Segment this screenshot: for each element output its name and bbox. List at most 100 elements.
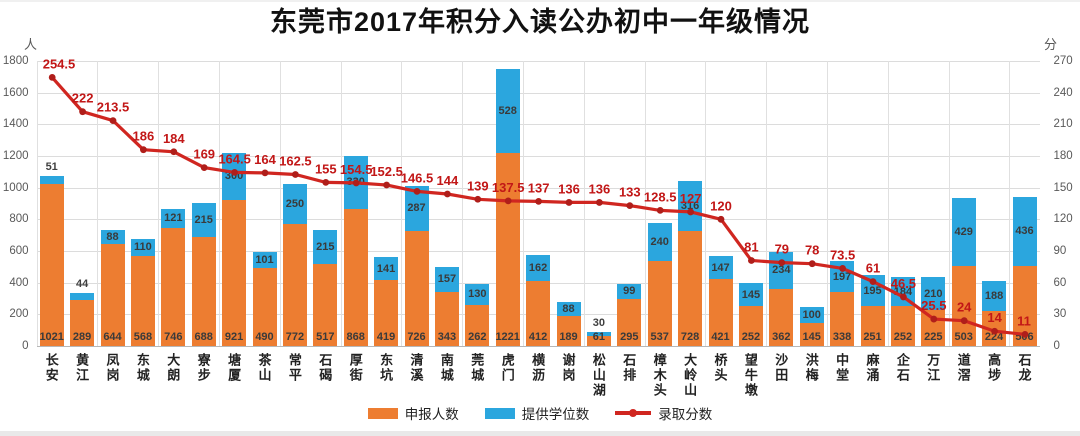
right-axis-tick-label: 120 [1053, 213, 1073, 226]
applicants-bar-segment [495, 152, 520, 346]
bar-column: 644 88 [100, 61, 125, 346]
legend-bar-swatch [484, 407, 515, 419]
bar-column: 224 188 [982, 61, 1007, 346]
bar-column: 1021 51 [39, 61, 64, 346]
category-label: 大朗 [165, 353, 181, 383]
applicants-bar-segment [39, 184, 64, 346]
right-axis-tick-label: 210 [1053, 118, 1073, 131]
vertical-gridline [948, 61, 950, 346]
seats-value-label: 234 [772, 264, 791, 277]
category-label: 谢岗 [560, 353, 576, 383]
category-label: 茶山 [256, 353, 272, 383]
seats-value-label: 528 [498, 104, 517, 117]
bar-column: 728 316 [678, 61, 703, 346]
right-axis-tick-label: 240 [1053, 86, 1073, 99]
bar-column: 225 210 [921, 61, 946, 346]
left-axis-unit-label: 人 [24, 37, 38, 52]
vertical-gridline [1009, 61, 1011, 346]
category-label: 南城 [438, 353, 454, 383]
category-label: 莞城 [469, 353, 485, 383]
vertical-gridline [36, 61, 38, 346]
category-label: 塘厦 [226, 353, 242, 383]
legend-line-marker [629, 409, 638, 417]
category-label: 沙田 [773, 353, 789, 383]
category-label: 东坑 [378, 353, 394, 383]
bar-column: 343 157 [434, 61, 459, 346]
seats-value-label: 141 [376, 262, 396, 275]
seats-value-label: 88 [562, 303, 575, 316]
seats-value-label: 110 [134, 241, 152, 254]
horizontal-gridline [36, 61, 1040, 62]
applicants-bar-segment [191, 237, 216, 346]
applicants-bar-segment [343, 208, 368, 346]
seats-value-label: 147 [711, 261, 730, 274]
category-label: 松山湖 [590, 353, 606, 398]
seats-value-label: 30 [592, 316, 606, 329]
bar-column: 746 121 [161, 61, 186, 346]
seats-value-label: 162 [528, 261, 548, 274]
seats-value-label: 100 [802, 309, 821, 322]
seats-value-label: 215 [194, 214, 213, 227]
bar-column: 262 130 [465, 61, 490, 346]
bar-column: 517 215 [313, 61, 338, 346]
left-axis-tick-label: 1200 [2, 150, 29, 162]
applicants-bar-segment [586, 336, 611, 346]
bar-column: 537 240 [647, 61, 672, 346]
left-axis-tick-label: 0 [22, 340, 29, 352]
vertical-gridline [462, 61, 464, 346]
seats-value-label: 429 [954, 226, 973, 239]
bar-column: 295 99 [617, 61, 642, 346]
seats-value-label: 215 [316, 241, 335, 254]
bar-column: 1221 528 [495, 61, 520, 346]
legend: 申报人数 提供学位数 录取分数 [0, 403, 1080, 423]
seats-value-label: 330 [346, 176, 365, 189]
applicants-bar-segment [161, 227, 186, 346]
legend-label: 录取分数 [658, 407, 713, 422]
category-label: 常平 [286, 353, 302, 383]
category-label: 望牛墩 [742, 353, 758, 398]
seats-bar-segment [39, 176, 64, 185]
category-label: 长安 [43, 353, 59, 383]
category-label: 虎门 [499, 353, 515, 383]
left-axis-tick-label: 200 [9, 308, 29, 321]
seats-value-label: 44 [75, 278, 89, 291]
legend-label: 提供学位数 [521, 407, 590, 422]
category-label: 石排 [621, 353, 637, 383]
legend-item: 申报人数 [367, 403, 459, 423]
seats-value-label: 287 [407, 202, 426, 215]
bar-column: 61 30 [586, 61, 611, 346]
vertical-gridline [887, 61, 889, 346]
vertical-gridline [340, 61, 342, 346]
vertical-gridline [644, 61, 646, 346]
bar-column: 726 287 [404, 61, 429, 346]
bar-column: 568 110 [130, 61, 155, 346]
applicants-bar-segment [678, 230, 703, 346]
applicants-bar-segment [282, 223, 307, 346]
category-label: 企石 [894, 353, 910, 383]
vertical-gridline [522, 61, 524, 346]
bar-column: 289 44 [70, 61, 95, 346]
right-axis-tick-label: 150 [1053, 181, 1073, 194]
category-label: 寮步 [195, 353, 211, 383]
right-axis-tick-label: 60 [1053, 276, 1067, 289]
seats-value-label: 436 [1015, 225, 1034, 238]
category-label: 道滘 [955, 353, 971, 383]
left-axis-tick-label: 1000 [2, 181, 29, 194]
right-axis-unit-label: 分 [1044, 37, 1058, 52]
bar-column: 419 141 [374, 61, 399, 346]
right-axis-tick-label: 270 [1053, 55, 1073, 67]
left-axis-tick-label: 1600 [2, 86, 29, 99]
category-label: 东城 [134, 353, 150, 383]
left-axis-tick-label: 800 [9, 213, 29, 226]
bar-column: 503 429 [951, 61, 976, 346]
vertical-gridline [158, 61, 160, 346]
category-label: 高埗 [986, 353, 1002, 383]
category-label: 厚街 [347, 353, 363, 383]
category-label: 大岭山 [682, 353, 698, 398]
vertical-gridline [218, 61, 220, 346]
category-label: 樟木头 [651, 353, 667, 398]
applicants-bar-segment [222, 200, 247, 346]
category-label: 凤岗 [104, 353, 120, 383]
seats-value-label: 240 [650, 235, 669, 248]
